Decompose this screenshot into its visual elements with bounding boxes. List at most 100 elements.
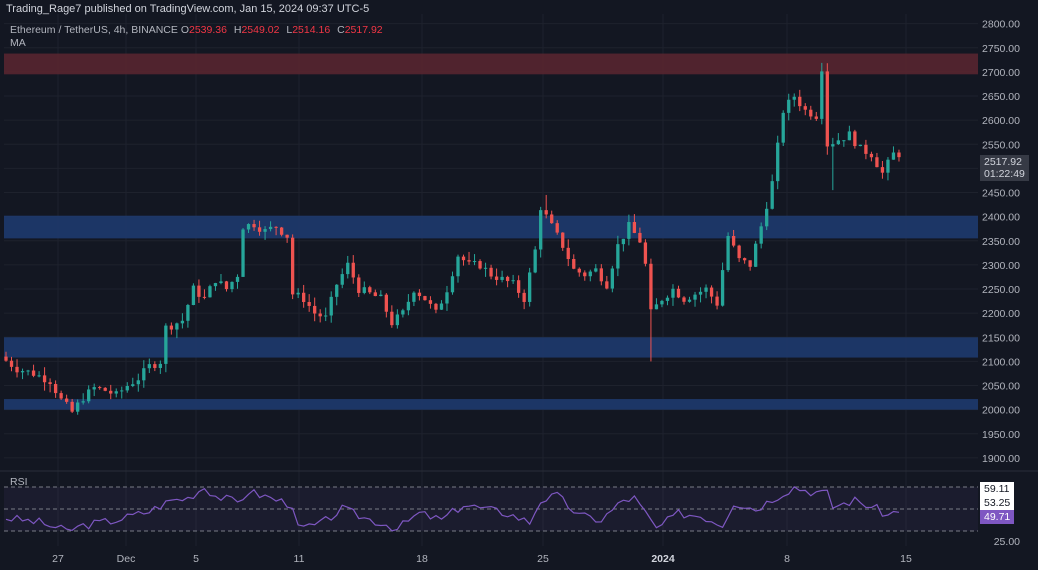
- time-tick-label: Dec: [117, 553, 136, 565]
- price-tick-label: 2150.00: [982, 332, 1020, 344]
- last-price-badge: 2517.92 01:22:49: [980, 155, 1029, 181]
- price-tick-label: 1900.00: [982, 453, 1020, 465]
- candle-body: [48, 382, 52, 385]
- candle-body: [605, 281, 609, 289]
- rsi-axis-label: 25.00: [994, 536, 1020, 548]
- candle-body: [820, 71, 824, 119]
- candle-body: [489, 267, 493, 277]
- rsi-line: [5, 485, 900, 532]
- candle-body: [147, 364, 151, 369]
- candle-body: [9, 360, 14, 367]
- candle-body: [522, 292, 526, 302]
- candle-body: [346, 262, 350, 275]
- candle-body: [891, 152, 896, 160]
- candle-body: [87, 389, 91, 402]
- candle-body: [252, 224, 256, 228]
- candle-body: [246, 224, 251, 230]
- candle-body: [654, 304, 659, 310]
- candle-body: [627, 222, 631, 239]
- price-tick-label: 2450.00: [982, 188, 1020, 200]
- price-tick-label: 2650.00: [982, 91, 1020, 103]
- candle-body: [693, 294, 697, 300]
- candle-body: [109, 390, 113, 394]
- candle-body: [500, 276, 504, 280]
- candle-body: [450, 276, 455, 293]
- price-tick-label: 2600.00: [982, 115, 1020, 127]
- candle-body: [390, 311, 394, 326]
- candle-body: [335, 284, 339, 297]
- candle-body: [704, 287, 708, 292]
- candle-body: [428, 300, 433, 304]
- candle-body: [379, 294, 383, 297]
- candle-body: [847, 131, 852, 141]
- candle-body: [434, 303, 438, 310]
- candle-body: [197, 285, 201, 297]
- chart-legend: Ethereum / TetherUS, 4h, BINANCE O2539.3…: [10, 24, 387, 36]
- candle-body: [268, 226, 273, 230]
- candle-body: [202, 296, 207, 298]
- candle-body: [59, 393, 63, 399]
- candle-body: [136, 380, 140, 385]
- candle-body: [81, 401, 85, 403]
- candle-body: [594, 268, 598, 272]
- candle-body: [241, 229, 245, 277]
- candle-body: [219, 281, 223, 284]
- price-tick-label: 2000.00: [982, 405, 1020, 417]
- candle-body: [70, 401, 74, 412]
- price-tick-label: 2100.00: [982, 356, 1020, 368]
- candle-body: [561, 232, 565, 248]
- candle-body: [307, 301, 311, 306]
- candle-body: [643, 242, 648, 264]
- candle-body: [478, 261, 482, 269]
- candle-body: [103, 387, 107, 391]
- candle-body: [550, 214, 554, 224]
- candle-body: [886, 159, 890, 173]
- candle-body: [373, 292, 377, 297]
- candle-body: [533, 249, 537, 273]
- candle-body: [555, 223, 559, 233]
- candle-body: [285, 234, 289, 238]
- candle-body: [715, 296, 719, 306]
- candle-body: [158, 363, 162, 368]
- candle-body: [329, 296, 333, 316]
- candle-body: [324, 315, 328, 317]
- candle-body: [395, 314, 400, 326]
- candle-body: [412, 292, 416, 302]
- price-tick-label: 2700.00: [982, 67, 1020, 79]
- candle-body: [599, 268, 603, 282]
- support-zone-1: [4, 215, 978, 239]
- candle-body: [191, 285, 196, 305]
- candle-body: [296, 292, 300, 295]
- candle-body: [15, 366, 19, 373]
- candle-body: [142, 368, 146, 381]
- candle-body: [120, 390, 124, 392]
- support-zone-2: [4, 337, 978, 358]
- candle-body: [864, 144, 868, 154]
- candle-body: [572, 259, 576, 269]
- candle-body: [362, 287, 366, 293]
- rsi-label[interactable]: RSI: [10, 476, 28, 488]
- time-tick-label: 18: [416, 553, 428, 565]
- candle-body: [445, 292, 449, 304]
- rsi-badge-2: 53.25: [980, 496, 1015, 510]
- candle-body: [792, 96, 796, 100]
- candle-body: [274, 226, 278, 228]
- candle-body: [671, 288, 675, 298]
- candle-body: [213, 283, 218, 287]
- candle-body: [318, 313, 322, 317]
- indicator-label[interactable]: MA: [10, 37, 26, 49]
- candle-body: [467, 260, 471, 262]
- symbol-label: Ethereum / TetherUS, 4h, BINANCE: [10, 24, 178, 36]
- candle-body: [92, 387, 96, 390]
- last-price: 2517.92: [984, 156, 1022, 168]
- candle-body: [153, 364, 157, 368]
- candle-body: [494, 276, 499, 280]
- candle-body: [737, 245, 741, 259]
- time-tick-label: 15: [900, 553, 912, 565]
- price-tick-label: 2800.00: [982, 19, 1020, 31]
- candle-body: [340, 274, 344, 285]
- candle-body: [37, 375, 41, 377]
- candle-body: [787, 99, 791, 113]
- candle-body: [676, 288, 681, 298]
- candle-body: [803, 106, 807, 110]
